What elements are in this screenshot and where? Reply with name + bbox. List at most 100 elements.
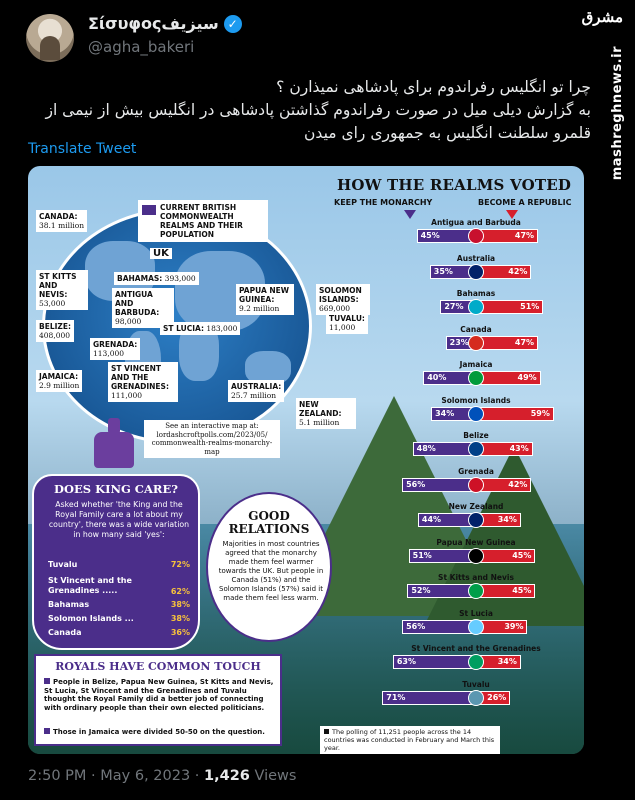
flag-icon bbox=[468, 547, 484, 564]
map-label: Antigua and Barbuda: 98,000 bbox=[112, 288, 174, 328]
flag-icon bbox=[468, 228, 484, 244]
map-label: St Lucia: 183,000 bbox=[160, 322, 241, 335]
australia-shape bbox=[245, 351, 291, 385]
map-label: Tuvalu: 11,000 bbox=[326, 312, 368, 334]
chart-country-label: Belize bbox=[463, 431, 489, 440]
map-label: New Zealand: 5.1 million bbox=[296, 398, 356, 429]
chart-country-label: St Kitts and Nevis bbox=[438, 573, 514, 582]
chart-country-label: Papua New Guinea bbox=[436, 537, 516, 547]
bar-republic: 49% bbox=[476, 371, 541, 385]
chart-title: HOW THE REALMS VOTED bbox=[336, 176, 572, 194]
bar-republic: 42% bbox=[476, 477, 532, 492]
bar-keep: 40% bbox=[423, 371, 476, 385]
royals-common-touch-panel: ROYALS HAVE COMMON TOUCH People in Beliz… bbox=[34, 654, 282, 746]
bar-keep: 56% bbox=[402, 477, 476, 492]
map-label: Grenada: 113,000 bbox=[90, 338, 141, 360]
user-handle[interactable]: @agha_bakeri bbox=[88, 38, 195, 56]
bar-keep: 48% bbox=[412, 442, 476, 456]
tweet-meta: 2:50 PM · May 6, 2023 · 1,426 Views bbox=[28, 768, 296, 784]
map-label: Belize: 408,000 bbox=[36, 320, 74, 342]
translate-tweet-link[interactable]: Translate Tweet bbox=[28, 141, 137, 157]
verified-badge-icon: ✓ bbox=[223, 14, 242, 33]
views-count[interactable]: 1,426 bbox=[204, 768, 250, 784]
map-legend: Current British Commonwealth realms and … bbox=[138, 200, 268, 242]
avatar[interactable] bbox=[26, 14, 74, 62]
watermark-url: mashreghnews.ir bbox=[610, 46, 625, 181]
chart-country-label: New Zealand bbox=[448, 502, 504, 511]
chart-keep-label: KEEP THE MONARCHY bbox=[334, 198, 433, 207]
legend-text: Current British Commonwealth realms and … bbox=[160, 203, 243, 239]
poll-note: The polling of 11,251 people across the … bbox=[320, 726, 500, 754]
bar-keep: 45% bbox=[416, 229, 476, 243]
map-label: Australia: 25.7 million bbox=[228, 380, 285, 402]
king-care-row: Canada 36% bbox=[48, 628, 190, 637]
tweet-timestamp[interactable]: 2:50 PM · May 6, 2023 · bbox=[28, 768, 205, 784]
good-relations-title: GOOD RELATIONS bbox=[228, 509, 310, 536]
watermark: مشرق mashreghnews.ir bbox=[582, 6, 627, 246]
display-name[interactable]: Σίσυφοςسیزیف bbox=[88, 14, 219, 33]
map-label-uk: UK bbox=[150, 248, 172, 259]
flag-icon bbox=[468, 654, 484, 670]
bar-keep: 63% bbox=[392, 655, 476, 669]
tweet-text: چرا تو انگلیس رفراندوم برای پادشاهی نمیذ… bbox=[11, 76, 591, 145]
bar-republic: 42% bbox=[476, 264, 532, 279]
chart-country-label: Canada bbox=[460, 324, 492, 334]
king-care-row: Bahamas 38% bbox=[48, 600, 190, 609]
map-label: Papua New Guinea: 9.2 million bbox=[236, 284, 294, 315]
bar-keep: 52% bbox=[407, 584, 476, 598]
keep-arrow-icon bbox=[404, 210, 416, 219]
king-care-row: Tuvalu 72% bbox=[48, 560, 190, 569]
tweet-image[interactable]: Current British Commonwealth realms and … bbox=[28, 166, 584, 754]
legend-swatch bbox=[142, 205, 156, 215]
chart-country-label: Bahamas bbox=[456, 289, 496, 298]
bar-keep: 56% bbox=[402, 619, 476, 634]
map-label: Solomon Islands: 669,000 bbox=[316, 284, 370, 315]
bar-republic: 59% bbox=[476, 406, 554, 421]
map-label: Jamaica: 2.9 million bbox=[36, 370, 83, 392]
interactive-map-link: See an interactive map at: lordashcroftp… bbox=[144, 420, 280, 458]
good-relations-panel: GOOD RELATIONS Majorities in most countr… bbox=[206, 492, 332, 642]
flag-icon bbox=[468, 334, 484, 351]
royals-paragraph-1: People in Belize, Papua New Guinea, St K… bbox=[44, 678, 276, 712]
chart-country-label: Solomon Islands bbox=[441, 395, 511, 405]
tweet-line-1: چرا تو انگلیس رفراندوم برای پادشاهی نمیذ… bbox=[276, 78, 591, 96]
bar-republic: 43% bbox=[476, 442, 533, 456]
republic-arrow-icon bbox=[506, 210, 518, 219]
royals-title: ROYALS HAVE COMMON TOUCH bbox=[55, 660, 261, 673]
chart-country-label: Jamaica bbox=[459, 360, 493, 369]
king-care-title: DOES KING CARE? bbox=[54, 482, 178, 496]
flag-icon bbox=[468, 689, 484, 706]
bar-keep: 34% bbox=[431, 406, 476, 421]
flag-icon bbox=[468, 441, 484, 457]
flag-icon bbox=[468, 476, 484, 493]
bar-republic: 51% bbox=[476, 300, 544, 314]
flag-icon bbox=[468, 618, 484, 635]
flag-icon bbox=[468, 583, 484, 599]
crown-icon bbox=[84, 418, 144, 474]
chart-country-label: Australia bbox=[456, 253, 496, 263]
map-label: Bahamas: 393,000 bbox=[114, 272, 199, 285]
good-relations-text: Majorities in most countries agreed that… bbox=[218, 540, 324, 602]
king-care-row: Solomon Islands ... 38% bbox=[48, 614, 190, 623]
royals-paragraph-2: Those in Jamaica were divided 50-50 on t… bbox=[44, 728, 276, 737]
king-care-row: St Vincent and the Grenadines ..... 62% bbox=[48, 576, 190, 596]
tweet-line-2: به گزارش دیلی میل در صورت رفراندوم گذاشت… bbox=[45, 101, 591, 142]
bar-keep: 71% bbox=[382, 690, 476, 705]
bar-republic: 34% bbox=[476, 513, 521, 527]
flag-icon bbox=[468, 263, 484, 280]
bar-republic: 47% bbox=[476, 229, 539, 243]
chart-country-label: Grenada bbox=[458, 466, 494, 476]
chart-country-label: Tuvalu bbox=[462, 679, 490, 689]
bar-republic: 26% bbox=[476, 690, 511, 705]
bar-keep: 51% bbox=[408, 548, 476, 563]
bar-republic: 47% bbox=[476, 335, 539, 350]
king-care-panel: DOES KING CARE? Asked whether 'the King … bbox=[32, 474, 200, 650]
author-name-row[interactable]: Σίσυφοςسیزیف ✓ bbox=[88, 14, 242, 33]
world-map: Current British Commonwealth realms and … bbox=[32, 180, 316, 458]
map-label: St Vincent and the Grenadines: 111,000 bbox=[108, 362, 178, 402]
chart-country-label: St Lucia bbox=[459, 608, 493, 618]
chart-country-label: St Vincent and the Grenadines bbox=[411, 644, 541, 653]
chart-republic-label: BECOME A REPUBLIC bbox=[478, 198, 572, 207]
views-label[interactable]: Views bbox=[249, 768, 297, 784]
flag-icon bbox=[468, 370, 484, 386]
